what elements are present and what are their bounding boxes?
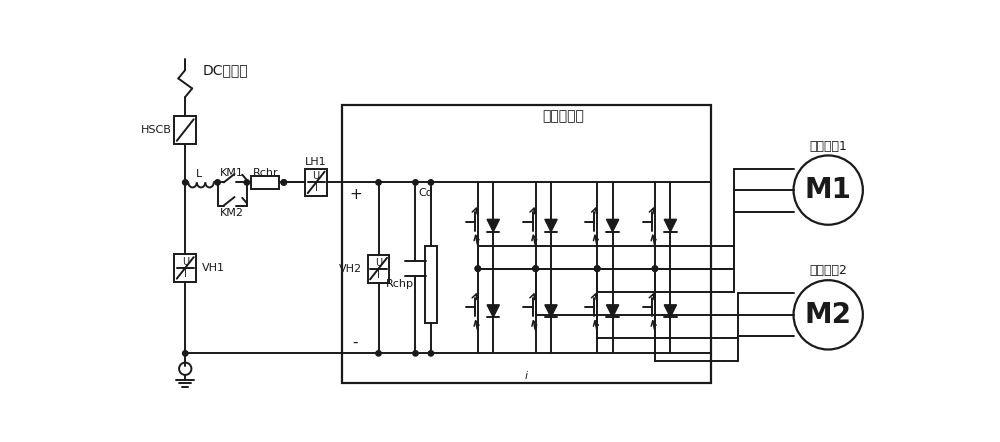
Text: I: I — [377, 270, 380, 280]
Bar — [368, 255, 389, 282]
Text: U: U — [375, 258, 382, 267]
Text: M1: M1 — [805, 176, 852, 204]
Text: M2: M2 — [805, 301, 852, 329]
Text: KM1: KM1 — [220, 168, 243, 178]
Circle shape — [183, 180, 188, 185]
Circle shape — [413, 351, 418, 356]
Circle shape — [183, 351, 188, 356]
Circle shape — [428, 351, 434, 356]
Text: I: I — [184, 269, 187, 279]
Text: U: U — [182, 257, 189, 267]
Text: KM2: KM2 — [219, 208, 243, 218]
Polygon shape — [606, 305, 619, 317]
Circle shape — [533, 266, 538, 271]
Circle shape — [652, 266, 658, 271]
Text: VH1: VH1 — [202, 263, 225, 273]
Circle shape — [595, 266, 600, 271]
Circle shape — [533, 266, 538, 271]
Polygon shape — [487, 305, 499, 317]
Text: HSCB: HSCB — [141, 125, 171, 135]
Text: VH2: VH2 — [338, 263, 362, 274]
Text: LH1: LH1 — [305, 157, 327, 168]
Circle shape — [533, 266, 538, 271]
Circle shape — [376, 351, 381, 356]
Text: 牵引电机1: 牵引电机1 — [809, 140, 847, 152]
Text: Rchr: Rchr — [253, 168, 278, 178]
Polygon shape — [664, 219, 677, 232]
Circle shape — [281, 180, 287, 185]
Polygon shape — [664, 305, 677, 317]
Circle shape — [475, 266, 481, 271]
Circle shape — [428, 180, 434, 185]
Circle shape — [475, 266, 481, 271]
Text: DC供电网: DC供电网 — [202, 63, 248, 77]
Text: 牵引逆变器: 牵引逆变器 — [542, 109, 584, 123]
Bar — [174, 254, 196, 282]
Circle shape — [595, 266, 600, 271]
Circle shape — [413, 180, 418, 185]
Text: i: i — [525, 371, 528, 381]
Circle shape — [281, 180, 287, 185]
Polygon shape — [545, 305, 557, 317]
Text: Cd: Cd — [419, 188, 434, 198]
Text: -: - — [353, 335, 358, 350]
Polygon shape — [545, 219, 557, 232]
Polygon shape — [606, 219, 619, 232]
Text: 牵引电机2: 牵引电机2 — [809, 264, 847, 278]
Polygon shape — [487, 219, 499, 232]
Text: +: + — [349, 187, 362, 202]
Bar — [342, 105, 711, 383]
Circle shape — [244, 180, 250, 185]
Circle shape — [215, 180, 220, 185]
Bar — [251, 176, 279, 189]
Text: U: U — [313, 171, 320, 181]
Bar — [425, 246, 437, 323]
Circle shape — [376, 180, 381, 185]
Circle shape — [652, 266, 658, 271]
Text: L: L — [196, 169, 203, 179]
Circle shape — [595, 266, 600, 271]
Bar — [305, 168, 327, 196]
Text: I: I — [315, 183, 318, 194]
Bar — [174, 116, 196, 144]
Text: Rchp: Rchp — [386, 279, 414, 289]
